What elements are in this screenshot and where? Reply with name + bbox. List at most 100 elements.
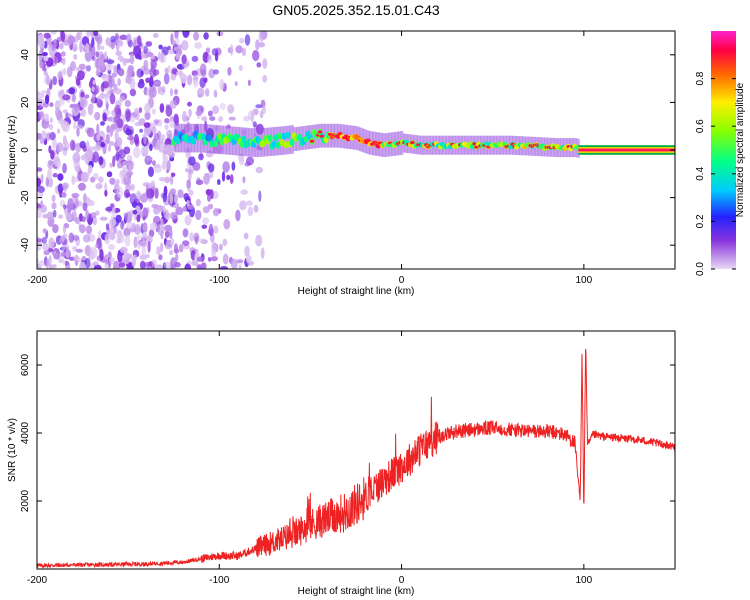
spectrogram-cell: [98, 176, 104, 183]
spectrogram-cell: [173, 113, 179, 125]
spectrogram-cell: [119, 58, 126, 63]
spectrogram-ylabel: Frequency (Hz): [7, 116, 18, 185]
spectrogram-cell: [173, 261, 181, 268]
spectrogram-cell: [140, 66, 147, 71]
spectrogram-cell: [52, 224, 59, 234]
spectrogram-cell: [67, 198, 74, 210]
spectrogram-cell: [78, 222, 82, 229]
spectrogram-cell: [234, 81, 238, 87]
spectrogram-cell: [135, 190, 142, 198]
spectrogram-cell: [52, 209, 57, 218]
spectrogram-cells: [37, 31, 268, 269]
spectrogram-cell: [48, 237, 55, 249]
spectrogram-cell: [129, 114, 135, 123]
spectrogram-cell: [164, 118, 170, 124]
spectrogram-cell: [258, 190, 262, 202]
spectrogram-cell: [75, 124, 84, 130]
spectrogram-cell: [81, 171, 89, 183]
spectrogram-cell: [216, 31, 224, 37]
spectrogram-cell: [238, 64, 243, 72]
spectrogram-cell: [243, 115, 250, 122]
spectrogram-cell: [175, 53, 181, 60]
spectrogram-ridge-blob: [241, 135, 247, 143]
spectrogram-cell: [133, 107, 140, 116]
spectrogram-cell: [57, 71, 63, 80]
spectrogram-cell: [119, 34, 128, 40]
spectrogram-cell: [170, 172, 176, 178]
spectrogram-cell: [99, 92, 106, 99]
spectrogram-cell: [42, 213, 48, 219]
spectrogram-cell: [134, 224, 142, 235]
spectrogram-cell: [79, 96, 88, 109]
spectrogram-cell: [188, 108, 192, 118]
spectrogram-cell: [191, 55, 199, 63]
colorbar-label: Normalized spectral amplitude: [735, 82, 746, 217]
spectrogram-cell: [133, 133, 139, 145]
spectrogram-cell: [72, 93, 76, 103]
x-tick-label: 100: [576, 275, 593, 286]
spectrogram-halo: [323, 123, 327, 148]
spectrogram-cell: [85, 65, 92, 72]
spectrogram-cell: [74, 164, 81, 173]
y-tick-label: 2000: [20, 489, 31, 512]
spectrogram-cell: [211, 248, 217, 257]
spectrogram-cell: [153, 164, 162, 174]
spectrogram-halo: [271, 127, 274, 156]
spectrogram-cell: [48, 145, 52, 154]
spectrogram-cell: [180, 73, 188, 84]
spectrogram-cell: [149, 222, 158, 231]
spectrogram-cell: [124, 99, 131, 108]
spectrogram-cell: [37, 186, 46, 193]
spectrogram-cell: [235, 209, 241, 222]
spectrogram-cell: [163, 144, 169, 153]
spectrogram-cell: [78, 182, 86, 191]
spectrogram-cell: [136, 235, 142, 241]
spectrogram-cell: [138, 107, 143, 114]
spectrogram-cell: [53, 252, 61, 260]
spectrogram-cell: [66, 66, 73, 78]
spectrogram-ridge-blob: [273, 134, 279, 142]
spectrogram-cell: [210, 189, 214, 200]
spectrogram-cell: [62, 109, 68, 114]
spectrogram-cell: [202, 206, 210, 214]
spectrogram-cell: [104, 264, 110, 268]
spectrogram-cell: [119, 246, 128, 254]
spectrogram-cell: [252, 121, 257, 128]
spectrogram-cell: [105, 37, 111, 46]
spectrogram-cell: [241, 129, 247, 137]
spectrogram-cell: [230, 44, 234, 56]
spectrogram-cell: [207, 257, 212, 262]
spectrogram-cell: [147, 240, 151, 253]
spectrogram-cell: [61, 192, 67, 198]
spectrogram-cell: [160, 242, 164, 253]
spectrogram-cell: [193, 31, 200, 41]
spectrogram-cell: [100, 121, 105, 126]
figure-title: GN05.2025.352.15.01.C43: [272, 2, 440, 18]
spectrogram-cell: [204, 120, 208, 133]
spectrogram-cell: [62, 204, 67, 210]
spectrogram-cell: [62, 57, 66, 65]
spectrogram-cell: [203, 32, 209, 40]
spectrogram-cell: [221, 171, 226, 182]
spectrogram-cell: [93, 31, 99, 37]
spectrogram-cell: [110, 228, 114, 234]
spectrogram-halo: [274, 127, 277, 156]
spectrogram-cell: [83, 193, 87, 204]
spectrogram-cell: [256, 62, 262, 68]
spectrogram-cell: [199, 238, 206, 244]
spectrogram-cell: [42, 66, 47, 72]
spectrogram-cell: [194, 235, 199, 245]
spectrogram-cell: [193, 74, 198, 85]
spectrogram-cell: [247, 79, 251, 87]
spectrogram-cell: [64, 206, 68, 217]
spectrogram-cell: [80, 91, 85, 98]
spectrogram-cell: [124, 173, 129, 183]
x-tick-label: 0: [399, 275, 405, 286]
spectrogram-cell: [104, 233, 110, 241]
spectrogram-cell: [143, 125, 151, 136]
spectrogram-cell: [99, 54, 105, 60]
spectrogram-cell: [152, 69, 160, 76]
spectrogram-cell: [92, 45, 96, 57]
spectrogram-cell: [133, 37, 138, 42]
